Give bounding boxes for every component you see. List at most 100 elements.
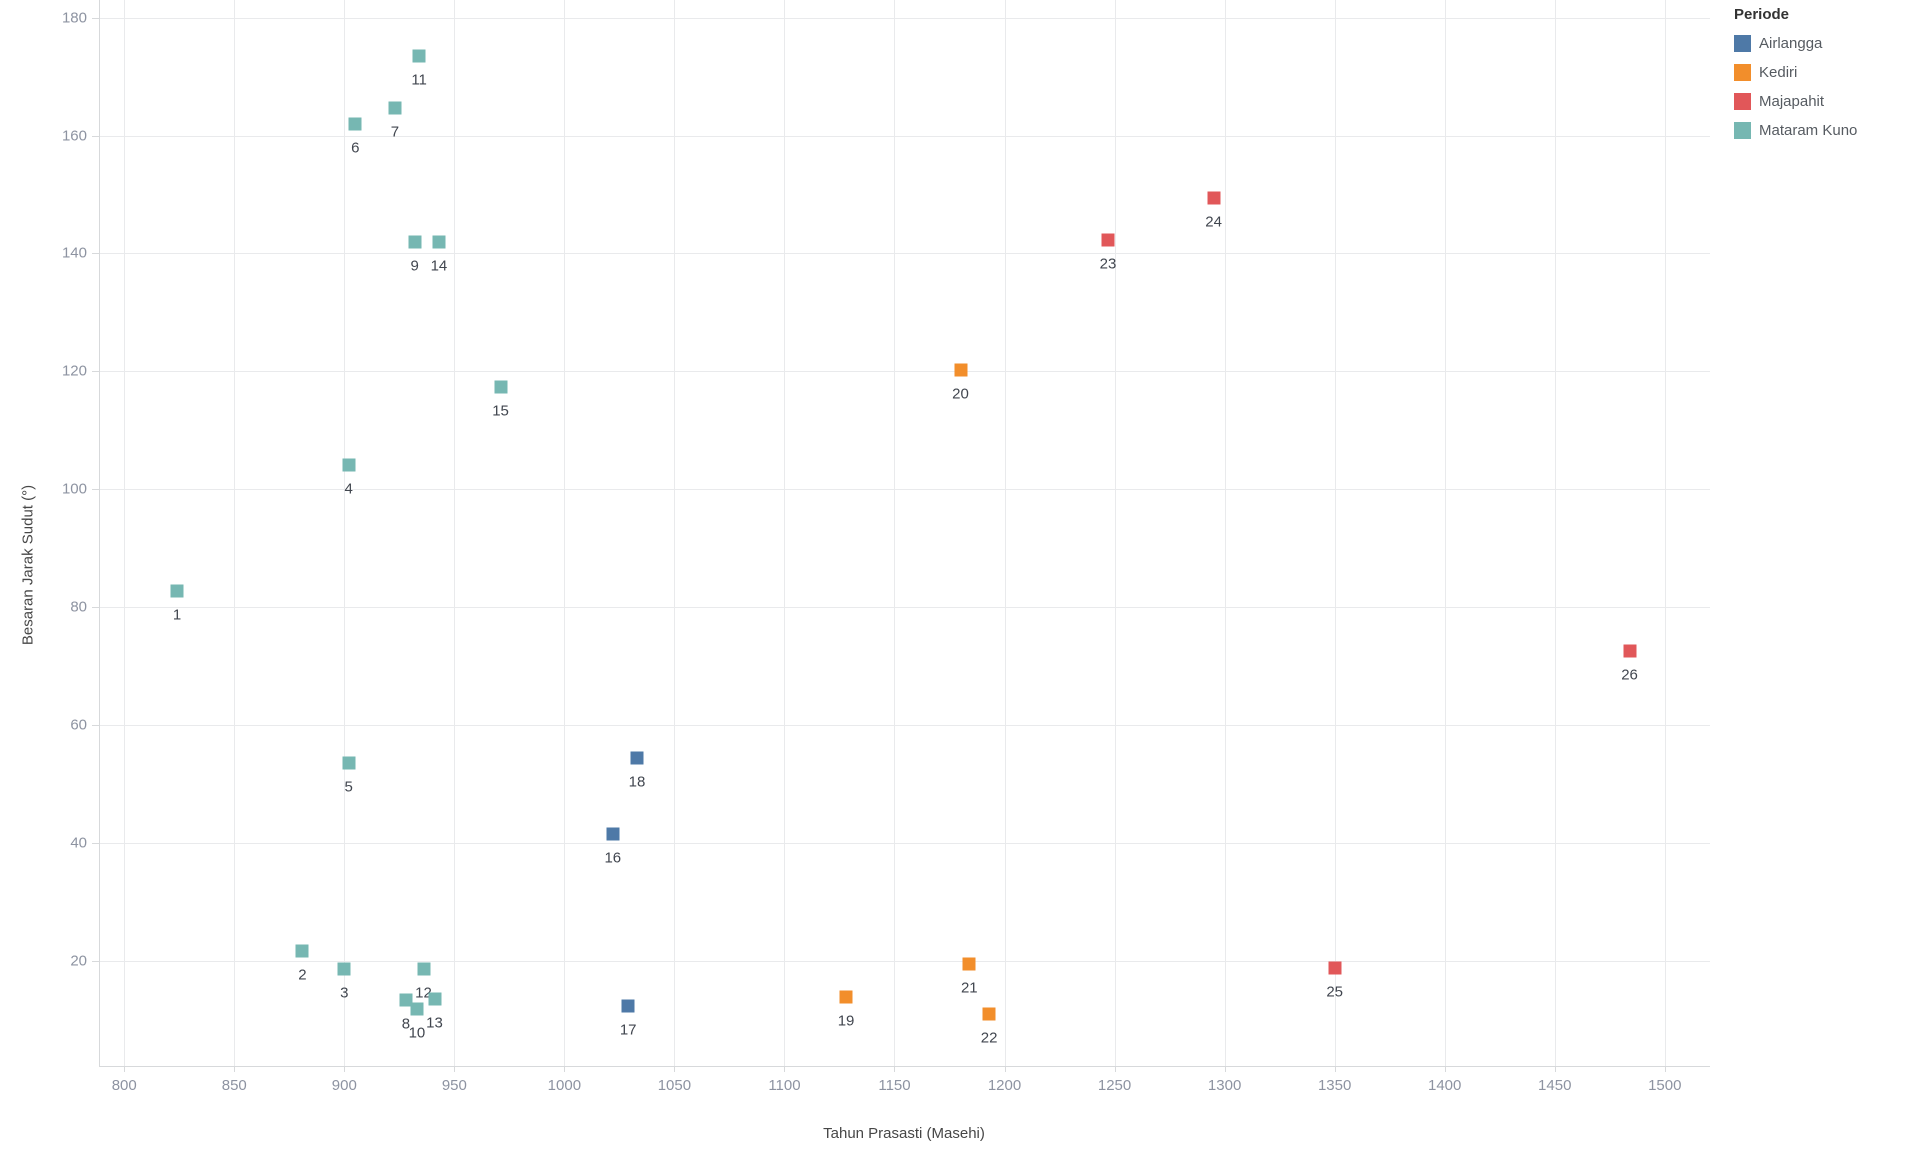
x-tick-label: 1050 — [657, 1077, 692, 1094]
data-point-marker[interactable] — [408, 235, 422, 249]
data-point-label: 7 — [390, 123, 400, 141]
x-gridline — [784, 0, 786, 1066]
x-gridline — [1444, 0, 1446, 1066]
data-point-marker[interactable] — [839, 990, 853, 1004]
x-tick-label: 1500 — [1648, 1077, 1682, 1094]
x-gridline — [124, 0, 126, 1066]
legend-item-kediri[interactable]: Kediri — [1734, 64, 1857, 81]
y-gridline — [100, 842, 1710, 844]
data-point-marker[interactable] — [630, 751, 644, 764]
y-gridline — [100, 725, 1710, 727]
data-point-marker[interactable] — [388, 101, 402, 115]
x-tick-mark — [1114, 1066, 1116, 1072]
x-tick-mark — [564, 1066, 566, 1072]
plot-area: 800 850 900 950 1000 1050 1100 1150 1200 1250 1300… — [62, 0, 1710, 1094]
data-point-marker[interactable] — [342, 458, 356, 472]
data-point-marker[interactable] — [412, 49, 426, 63]
data-point-marker[interactable] — [399, 993, 413, 1007]
legend-swatch — [1734, 93, 1751, 110]
data-point-marker[interactable] — [410, 1002, 424, 1016]
legend-item-airlangga[interactable]: Airlangga — [1734, 35, 1857, 52]
data-point-marker[interactable] — [348, 117, 362, 131]
data-point-marker[interactable] — [494, 380, 508, 394]
y-tick-label: 160 — [61, 127, 87, 145]
data-point-label: 15 — [492, 402, 509, 420]
x-gridline — [1004, 0, 1006, 1066]
x-tick-mark — [894, 1066, 896, 1072]
x-tick-label: 800 — [111, 1077, 137, 1094]
x-gridline — [1554, 0, 1556, 1066]
x-gridline — [1224, 0, 1226, 1066]
data-point-marker[interactable] — [621, 999, 635, 1013]
data-point-label: 12 — [415, 984, 432, 1002]
x-gridline — [454, 0, 456, 1066]
data-point-marker[interactable] — [1623, 644, 1637, 658]
legend-swatch — [1734, 35, 1751, 52]
x-tick-label: 1400 — [1428, 1077, 1462, 1094]
x-gridline — [1664, 0, 1666, 1066]
x-tick-mark — [784, 1066, 786, 1072]
data-point-label: 22 — [980, 1029, 998, 1047]
legend-title: Periode — [1734, 6, 1790, 23]
y-gridline — [100, 371, 1710, 373]
y-tick-mark — [92, 489, 100, 491]
data-point-marker[interactable] — [417, 962, 431, 976]
data-point-label: 3 — [340, 984, 349, 1002]
x-tick-label: 900 — [331, 1077, 357, 1094]
x-tick-label: 1150 — [878, 1077, 911, 1094]
x-tick-label: 1450 — [1538, 1077, 1572, 1094]
x-tick-mark — [1444, 1066, 1446, 1072]
y-tick-mark — [92, 607, 100, 609]
x-gridline — [1114, 0, 1116, 1066]
data-point-marker[interactable] — [1207, 191, 1221, 205]
y-gridline — [100, 253, 1710, 255]
y-tick-label: 20 — [70, 952, 87, 970]
y-tick-mark — [92, 253, 100, 255]
y-tick-mark — [92, 842, 100, 844]
data-point-label: 10 — [408, 1024, 426, 1042]
data-point-label: 8 — [401, 1015, 411, 1033]
data-point-marker[interactable] — [1101, 233, 1115, 247]
x-tick-label: 1300 — [1207, 1077, 1242, 1094]
y-gridline — [100, 607, 1710, 609]
x-tick-label: 850 — [221, 1077, 247, 1094]
data-point-label: 11 — [411, 71, 427, 89]
data-point-marker[interactable] — [962, 957, 976, 971]
y-axis-title: Besaran Jarak Sudut (°) — [19, 484, 37, 646]
x-tick-label: 1250 — [1097, 1077, 1132, 1094]
y-tick-label: 40 — [70, 834, 87, 852]
x-tick-label: 1000 — [547, 1077, 582, 1094]
data-point-label: 18 — [628, 773, 646, 790]
x-tick-mark — [454, 1066, 456, 1072]
data-point-label: 17 — [619, 1021, 637, 1039]
y-tick-label: 80 — [70, 598, 87, 616]
data-point-label: 16 — [604, 849, 622, 867]
legend-item-label: Kediri — [1759, 64, 1798, 81]
data-point-marker[interactable] — [295, 944, 309, 958]
data-point-marker[interactable] — [337, 962, 351, 976]
data-point-label: 1 — [172, 606, 182, 624]
data-point-marker[interactable] — [170, 584, 184, 598]
legend-item-label: Majapahit — [1759, 93, 1825, 110]
data-point-marker[interactable] — [428, 992, 442, 1006]
x-tick-mark — [344, 1066, 346, 1072]
data-point-marker[interactable] — [1328, 961, 1342, 975]
data-point-label: 13 — [426, 1014, 443, 1032]
legend-item-mataram-kuno[interactable]: Mataram Kuno — [1734, 122, 1857, 139]
data-point-marker[interactable] — [342, 756, 356, 770]
legend-item-majapahit[interactable]: Majapahit — [1734, 93, 1857, 110]
x-tick-label: 1100 — [768, 1077, 801, 1094]
data-point-label: 20 — [952, 385, 969, 403]
data-point-marker[interactable] — [432, 235, 446, 249]
data-point-marker[interactable] — [982, 1007, 996, 1021]
y-gridline — [100, 17, 1710, 19]
data-point-label: 26 — [1621, 666, 1638, 684]
data-point-label: 14 — [430, 257, 448, 275]
x-gridline — [1334, 0, 1336, 1066]
data-point-marker[interactable] — [954, 363, 968, 377]
data-point-label: 25 — [1326, 983, 1343, 1001]
data-point-marker[interactable] — [606, 827, 620, 841]
data-point-label: 21 — [960, 979, 978, 997]
x-tick-mark — [1334, 1066, 1336, 1072]
data-point-label: 5 — [344, 778, 353, 796]
